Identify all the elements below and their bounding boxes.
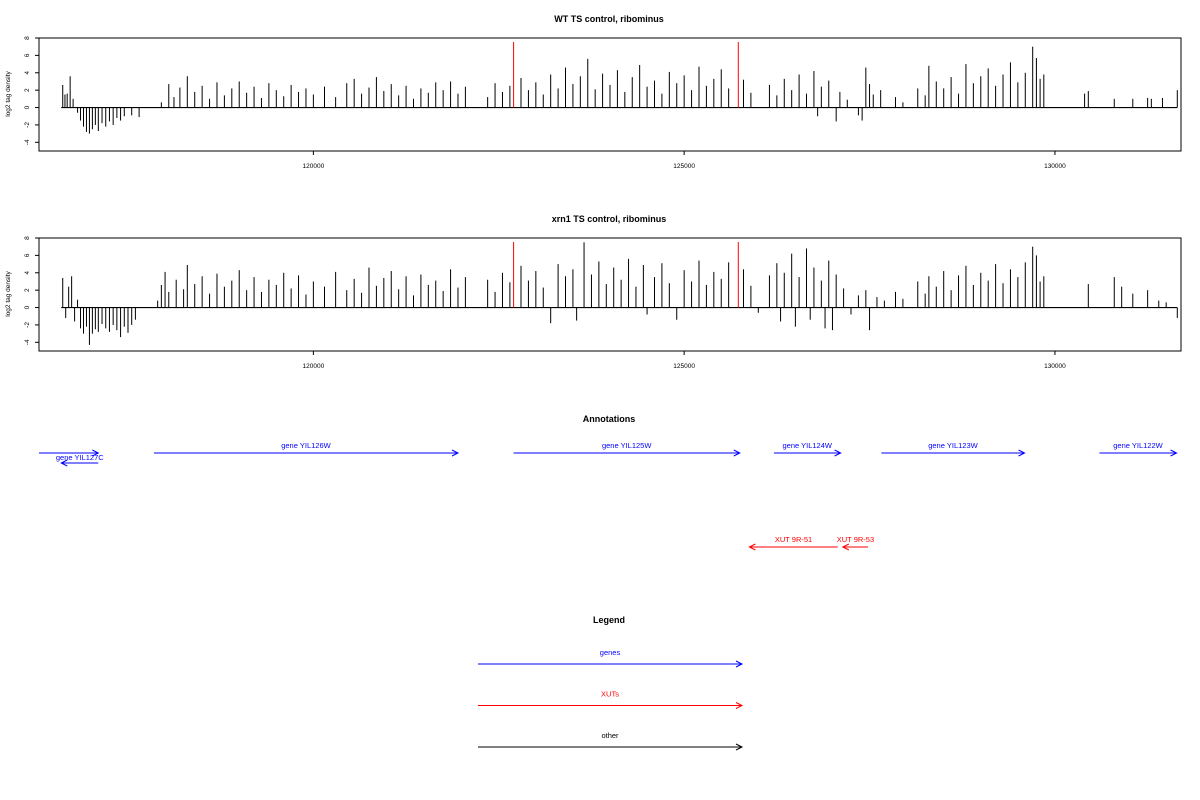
wt-y-tick-label: 8	[24, 36, 31, 40]
wt-y-tick-label: 4	[24, 71, 31, 75]
gene-arrow: gene YIL125W	[513, 441, 741, 457]
gene-label: gene YIL124W	[783, 441, 833, 450]
gene-label: gene YIL127C	[56, 453, 104, 462]
wt-x-axis: 120000 125000 130000	[303, 151, 1066, 170]
xut-label: XUT 9R-53	[837, 535, 874, 544]
gene-arrow-head	[92, 449, 100, 457]
xrn1-y-tick-label: 4	[24, 271, 31, 275]
xrn1-track-title: xrn1 TS control, ribominus	[552, 214, 667, 224]
xrn1-y-tick-label: 2	[24, 288, 31, 292]
annotations-title: Annotations	[583, 414, 636, 424]
legend-genes-arrow: genes	[478, 648, 744, 668]
legend-other-arrow-head	[735, 743, 744, 751]
wt-x-tick-label: 125000	[673, 163, 695, 170]
gene-arrow: gene YIL122W	[1099, 441, 1178, 457]
annotation-features: gene YIL127C gene YIL126W gene YIL125W gene…	[39, 441, 1178, 551]
legend-title: Legend	[593, 615, 625, 625]
wt-track-title: WT TS control, ribominus	[554, 14, 664, 24]
xrn1-y-axis: 8 6 4 2 0 -2 -4	[24, 236, 39, 345]
xrn1-y-tick-label: 8	[24, 236, 31, 240]
wt-density-bars	[61, 42, 1178, 134]
xrn1-y-tick-label: 6	[24, 253, 31, 257]
xrn1-y-tick-label: 0	[24, 305, 31, 309]
gene-label: gene YIL122W	[1113, 441, 1163, 450]
wt-y-tick-label: -2	[24, 122, 31, 128]
legend-items: genes XUTs other	[478, 648, 744, 751]
gene-arrow-head	[451, 449, 460, 457]
legend-xuts-arrow: XUTs	[478, 690, 744, 709]
gene-arrow	[39, 449, 100, 457]
wt-plot-frame	[38, 37, 1182, 152]
legend-xuts-arrow-head	[735, 702, 744, 709]
gene-arrow-head	[834, 449, 842, 457]
wt-y-tick-label: 6	[24, 53, 31, 57]
gene-arrow: gene YIL124W	[773, 441, 842, 457]
wt-track-panel: WT TS control, ribominus log2 tag densit…	[5, 14, 1182, 170]
legend-other-arrow: other	[478, 731, 744, 751]
gene-arrow: gene YIL123W	[881, 441, 1026, 457]
legend-other-label: other	[601, 731, 619, 740]
xrn1-plot-frame	[38, 237, 1182, 352]
xrn1-x-tick-label: 120000	[303, 363, 325, 370]
legend-xuts-label: XUTs	[601, 690, 619, 699]
gene-label: gene YIL126W	[281, 441, 331, 450]
wt-x-tick-label: 120000	[303, 163, 325, 170]
gene-label: gene YIL125W	[602, 441, 652, 450]
xrn1-y-tick-label: -2	[24, 322, 31, 328]
legend-genes-label: genes	[600, 648, 621, 657]
gene-arrow: gene YIL126W	[153, 441, 460, 457]
legend-panel: Legend genes XUTs other	[478, 615, 744, 751]
legend-genes-arrow-head	[735, 660, 744, 668]
xut-arrow-head	[748, 543, 756, 551]
xut-label: XUT 9R-51	[775, 535, 812, 544]
xut-arrow: XUT 9R-53	[837, 535, 874, 551]
xut-arrow: XUT 9R-51	[748, 535, 838, 551]
gene-arrow-head	[733, 449, 741, 457]
wt-y-tick-label: 2	[24, 88, 31, 92]
xut-arrow-head	[841, 543, 850, 551]
xrn1-y-axis-label: log2 tag density	[5, 270, 12, 316]
wt-y-tick-label: 0	[24, 105, 31, 109]
xrn1-density-bars	[61, 242, 1178, 345]
wt-y-axis-label: log2 tag density	[5, 70, 12, 116]
gene-arrow: gene YIL127C	[56, 453, 104, 467]
wt-x-tick-label: 130000	[1044, 163, 1066, 170]
xrn1-x-tick-label: 125000	[673, 363, 695, 370]
xrn1-x-tick-label: 130000	[1044, 363, 1066, 370]
xrn1-x-axis: 120000 125000 130000	[303, 351, 1066, 370]
wt-y-tick-label: -4	[24, 139, 31, 145]
xrn1-y-tick-label: -4	[24, 339, 31, 345]
xrn1-track-panel: xrn1 TS control, ribominus log2 tag dens…	[5, 214, 1182, 370]
gene-arrow-head	[60, 459, 68, 467]
gene-arrow-head	[1170, 449, 1178, 457]
gene-arrow-head	[1018, 449, 1026, 457]
wt-y-axis: 8 6 4 2 0 -2 -4	[24, 36, 39, 145]
gene-label: gene YIL123W	[928, 441, 978, 450]
